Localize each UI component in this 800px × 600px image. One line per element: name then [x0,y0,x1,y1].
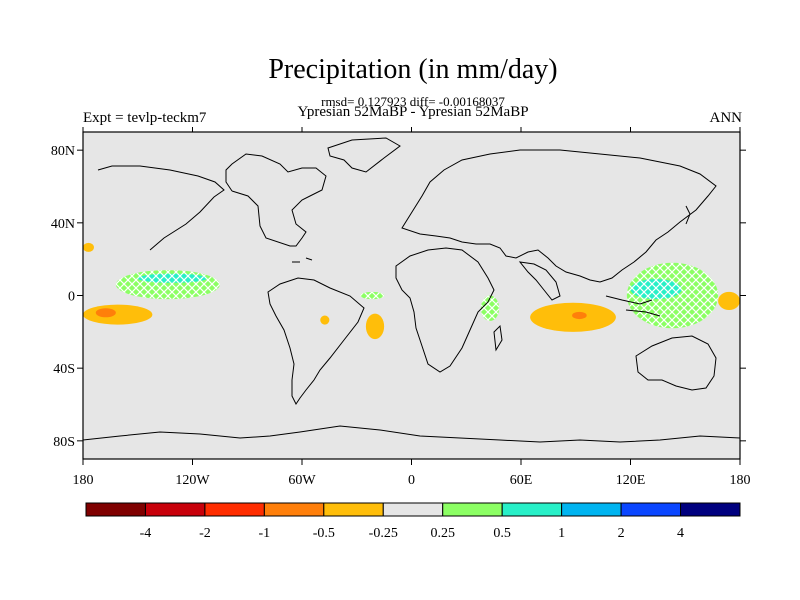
y-tick-label: 40S [53,362,75,377]
y-tick-label: 40N [51,217,75,232]
japan-coast [685,205,691,225]
madagascar-coast [493,324,503,352]
south-america-coast [267,277,365,405]
colorbar-label: 4 [677,526,684,541]
colorbar-label: -0.5 [313,526,335,541]
colorbar-label: -2 [199,526,211,541]
y-tick-label: 80N [51,144,75,159]
x-tick-label: 120E [616,473,646,488]
colorbar-swatch [263,502,325,517]
greenland-coast [327,137,401,173]
stats-subtitle: rmsd= 0.127923 diff= -0.00168037 [321,94,505,109]
india-coast [518,261,561,301]
anomaly-indian-ocean-core [572,311,587,320]
colorbar-swatch [620,502,682,517]
anomaly-hatch-indo-pacific-cyan [630,279,682,300]
x-tick-label: 60E [510,473,533,488]
anomaly-hatch-atlantic-green-spots [360,291,385,300]
axis-layer: 180 120W 60W 0 60E 120E 180 80N 40N 0 40S 80S [51,127,751,488]
experiment-label: Expt = tevlp-teckm7 [83,110,207,126]
colorbar-swatch [680,502,741,517]
colorbar-swatch [501,502,563,517]
colorbar-label: -0.25 [369,526,398,541]
anomaly-atlantic-orange [365,313,385,340]
eurasia-coast [401,149,717,283]
season-label: ANN [709,110,743,126]
colorbar-label: 0.25 [430,526,455,541]
caribbean-islands [292,257,313,263]
comparison-subtitle: Ypresian 52MaBP - Ypresian 52MaBP [297,104,529,120]
colorbar-swatch [561,502,622,517]
anomaly-central-pacific-south-orange [83,304,153,325]
anomaly-east-pacific-orange [718,291,740,311]
colorbar-label: -4 [140,526,152,541]
anomaly-hatch-west-indian-ocean-green [480,295,500,321]
colorbar-swatch [382,502,444,517]
coastline-layer [83,137,740,443]
colorbar-label: 0.5 [493,526,511,541]
colorbar-swatch [144,502,206,517]
y-tick-label: 0 [68,290,75,305]
colorbar-label: -1 [259,526,271,541]
anomaly-central-pacific-south-core [95,308,116,318]
x-tick-label: 180 [73,473,94,488]
colorbar: -4 -2 -1 -0.5 -0.25 0.25 0.5 1 2 4 [85,502,741,541]
y-tick-label: 80S [53,435,75,450]
x-tick-label: 0 [408,473,415,488]
x-tick-label: 120W [175,473,210,488]
colorbar-label: 2 [618,526,625,541]
antarctica-coast [83,425,740,443]
colorbar-label: 1 [558,526,565,541]
anomaly-north-pacific-orange [83,242,94,252]
indonesia-coast [605,295,661,317]
australia-coast [635,335,717,391]
colorbar-swatch [442,502,503,517]
anomaly-brazil-orange [320,315,330,325]
anomaly-layer [83,242,740,340]
anomaly-indian-ocean-orange [530,302,616,332]
x-tick-label: 60W [288,473,316,488]
north-america-coast [97,153,327,251]
colorbar-swatch [323,502,384,517]
colorbar-swatch [85,502,146,517]
africa-coast [395,247,495,373]
anomaly-hatch-pacific-itcz-cyan [137,273,208,283]
chart-title: Precipitation (in mm/day) [268,54,558,85]
x-tick-label: 180 [730,473,751,488]
colorbar-swatch [204,502,265,517]
